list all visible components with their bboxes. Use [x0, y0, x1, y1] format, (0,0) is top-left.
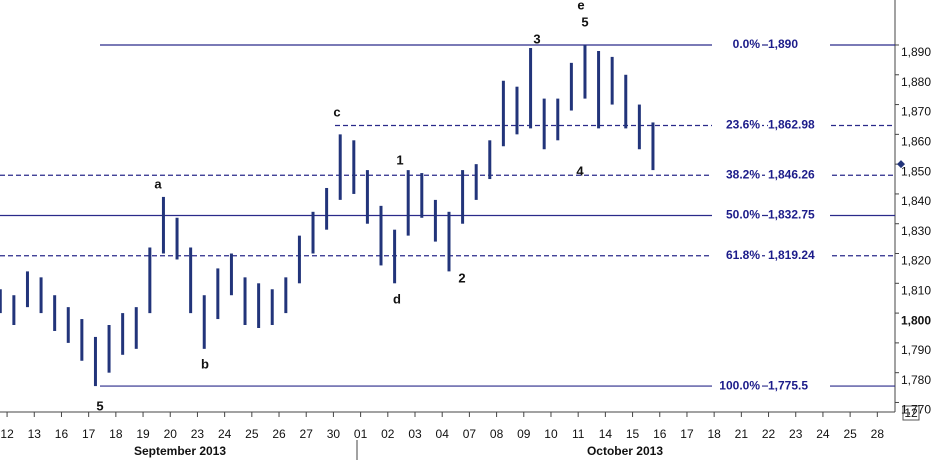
x-tick-label: 16 [653, 427, 667, 441]
y-tick-label: 1,820 [901, 254, 931, 268]
x-tick-label: 27 [300, 427, 314, 441]
fib-label-bg [768, 208, 830, 223]
fib-label-bg [768, 248, 830, 263]
fib-value: 1,832.75 [768, 208, 815, 222]
x-tick-label: 21 [735, 427, 749, 441]
x-tick-label: 25 [843, 427, 857, 441]
y-tick-label: 1,780 [901, 373, 931, 387]
fib-percent: 61.8% [726, 248, 760, 262]
x-tick-label: 24 [816, 427, 830, 441]
x-tick-label: 23 [789, 427, 803, 441]
month-label: October 2013 [587, 444, 663, 458]
fib-label-bg [712, 248, 762, 263]
x-tick-label: 12 [0, 427, 14, 441]
x-tick-label: 18 [707, 427, 721, 441]
x-tick-label: 08 [490, 427, 504, 441]
x-tick-label: 16 [55, 427, 69, 441]
fib-label-bg [712, 37, 762, 52]
wave-label: 5 [96, 398, 103, 413]
x-tick-label: 13 [28, 427, 42, 441]
x-tick-label: 30 [327, 427, 341, 441]
y-tick-label: 1,850 [901, 164, 931, 178]
y-tick-label: 1,840 [901, 194, 931, 208]
fib-label-bg [768, 379, 830, 394]
x-tick-label: 20 [164, 427, 178, 441]
fib-label-bg [768, 37, 830, 52]
fib-value: 1,862.98 [768, 118, 815, 132]
wave-label: 2 [458, 270, 465, 285]
x-tick-label: 17 [680, 427, 694, 441]
fib-label-bg [712, 168, 762, 183]
fib-percent: 38.2% [726, 167, 760, 181]
corner-label[interactable]: 12 [904, 406, 918, 420]
wave-label: c [333, 104, 340, 119]
x-tick-label: 01 [354, 427, 368, 441]
wave-label: d [393, 291, 401, 306]
wave-label: a [154, 176, 162, 191]
fib-value: 1,819.24 [768, 248, 815, 262]
y-tick-label: 1,800 [901, 313, 931, 327]
fib-label-bg [768, 118, 830, 133]
fib-percent: 100.0% [719, 378, 760, 392]
fib-label-bg [712, 379, 762, 394]
y-tick-label: 1,870 [901, 105, 931, 119]
wave-label: b [201, 356, 209, 371]
x-tick-label: 24 [218, 427, 232, 441]
x-tick-label: 25 [245, 427, 259, 441]
last-price-marker [897, 160, 905, 169]
wave-label: 4 [576, 163, 584, 178]
y-tick-label: 1,790 [901, 343, 931, 357]
wave-label: 3 [533, 31, 540, 46]
y-tick-label: 1,810 [901, 283, 931, 297]
fib-label-bg [768, 168, 830, 183]
wave-label: 5 [581, 14, 588, 29]
y-tick-label: 1,860 [901, 135, 931, 149]
x-tick-label: 03 [408, 427, 422, 441]
fib-percent: 50.0% [726, 208, 760, 222]
corner-box[interactable] [902, 405, 920, 421]
x-tick-label: 15 [626, 427, 640, 441]
fib-value: 1,890 [768, 37, 798, 51]
fib-value: 1,846.26 [768, 167, 815, 181]
x-tick-label: 02 [381, 427, 395, 441]
fib-percent: 0.0% [733, 37, 761, 51]
x-tick-label: 09 [517, 427, 531, 441]
x-tick-label: 14 [599, 427, 613, 441]
y-tick-label: 1,890 [901, 45, 931, 59]
x-tick-label: 18 [109, 427, 123, 441]
x-tick-label: 17 [82, 427, 96, 441]
y-tick-label: 1,770 [901, 403, 931, 417]
fib-percent: 23.6% [726, 118, 760, 132]
x-tick-label: 04 [436, 427, 450, 441]
wave-label: e [577, 0, 584, 12]
fib-value: 1,775.5 [768, 378, 808, 392]
wave-label: 1 [396, 152, 403, 167]
y-tick-label: 1,830 [901, 224, 931, 238]
x-tick-label: 22 [762, 427, 776, 441]
x-tick-label: 19 [136, 427, 150, 441]
fib-label-bg [712, 118, 762, 133]
x-tick-label: 26 [272, 427, 286, 441]
x-tick-label: 28 [871, 427, 885, 441]
x-tick-label: 10 [544, 427, 558, 441]
month-label: September 2013 [134, 444, 226, 458]
y-tick-label: 1,880 [901, 75, 931, 89]
x-tick-label: 23 [191, 427, 205, 441]
fib-label-bg [712, 208, 762, 223]
x-tick-label: 07 [463, 427, 477, 441]
x-tick-label: 11 [572, 427, 585, 441]
